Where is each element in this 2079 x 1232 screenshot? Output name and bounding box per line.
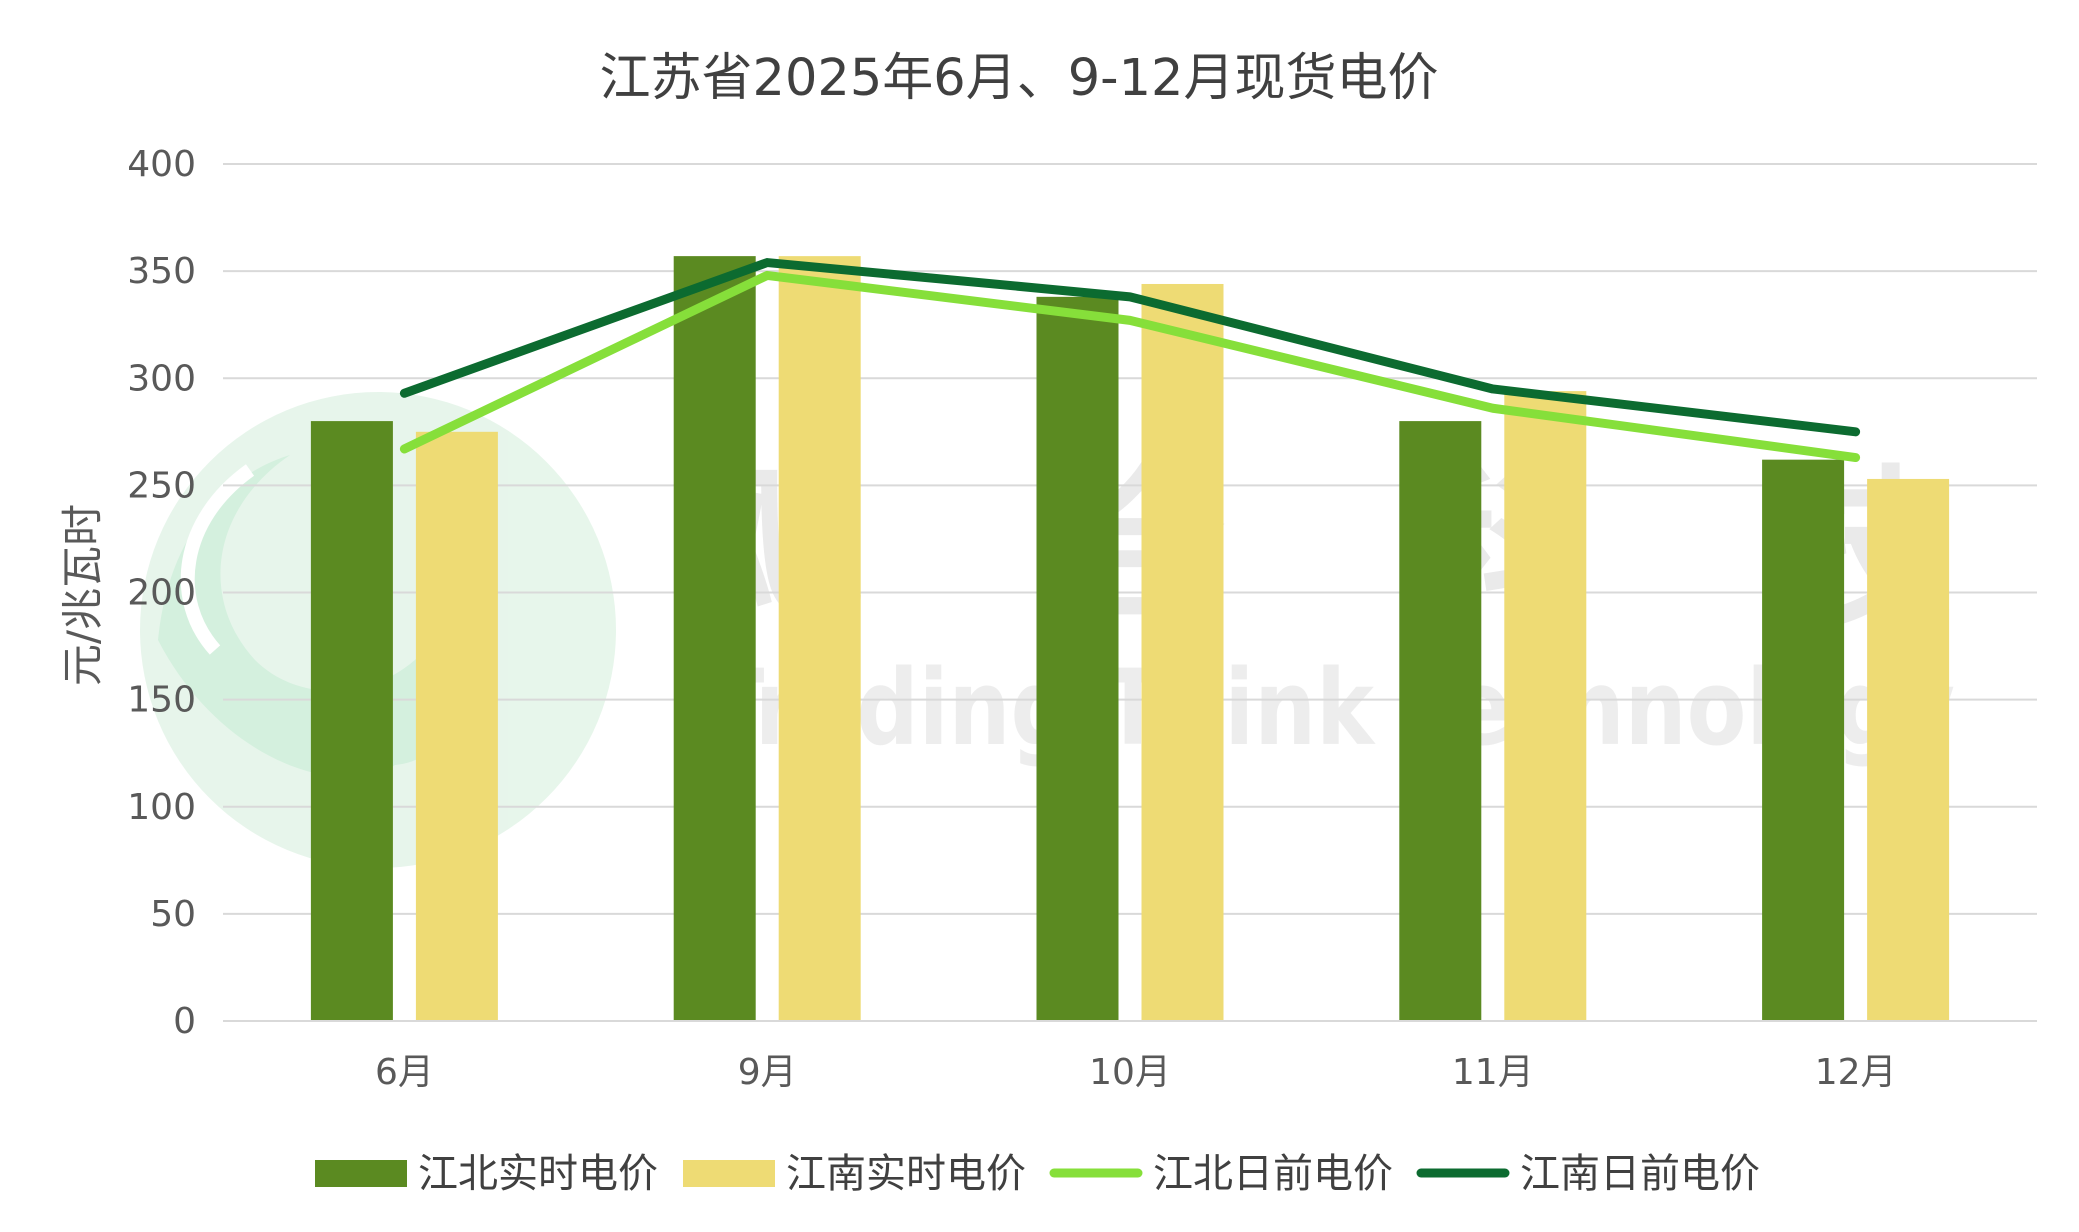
y-tick-label: 50 (150, 894, 196, 935)
legend-label: 江南实时电价 (786, 1151, 1026, 1197)
legend: 江北实时电价 江南实时电价 江北日前电价 江南日前电价 (315, 1151, 1760, 1197)
x-axis-ticks: 6月 9月 10月 11月 12月 (375, 1052, 1897, 1093)
legend-swatch (683, 1160, 775, 1187)
y-tick-label: 250 (127, 465, 196, 506)
series-line (399, 270, 1861, 463)
legend-label: 江北实时电价 (418, 1151, 658, 1197)
y-axis-label: 元/兆瓦时 (58, 504, 107, 686)
bars (310, 256, 1950, 1022)
bar (415, 431, 498, 1021)
bar (1141, 283, 1224, 1022)
x-tick-label: 9月 (738, 1052, 797, 1093)
bar (1867, 478, 1950, 1021)
gridlines (223, 163, 2037, 915)
legend-label: 江南日前电价 (1520, 1151, 1760, 1197)
x-tick-label: 10月 (1089, 1052, 1171, 1093)
bar (310, 421, 393, 1022)
bar (1504, 391, 1587, 1022)
watermark-english-text: Trading Think Technology (705, 647, 1955, 769)
x-tick-label: 11月 (1452, 1052, 1534, 1093)
x-tick-label: 6月 (375, 1052, 434, 1093)
legend-label: 江北日前电价 (1153, 1151, 1393, 1197)
bar (673, 256, 756, 1021)
series-line (399, 258, 1861, 437)
y-tick-label: 0 (173, 1001, 196, 1042)
bar (1036, 296, 1119, 1022)
y-axis-ticks: 0 50 100 150 200 250 300 350 400 (127, 144, 196, 1042)
bar (1399, 421, 1482, 1022)
y-tick-label: 200 (127, 573, 196, 614)
bar (778, 256, 861, 1021)
y-tick-label: 400 (127, 144, 196, 185)
y-tick-label: 350 (127, 251, 196, 292)
y-tick-label: 100 (127, 787, 196, 828)
y-tick-label: 300 (127, 358, 196, 399)
chart-title: 江苏省2025年6月、9-12月现货电价 (600, 49, 1439, 108)
legend-swatch (315, 1160, 407, 1187)
lines (399, 258, 1861, 463)
bar (1762, 459, 1845, 1021)
y-tick-label: 150 (127, 680, 196, 721)
x-tick-label: 12月 (1815, 1052, 1897, 1093)
